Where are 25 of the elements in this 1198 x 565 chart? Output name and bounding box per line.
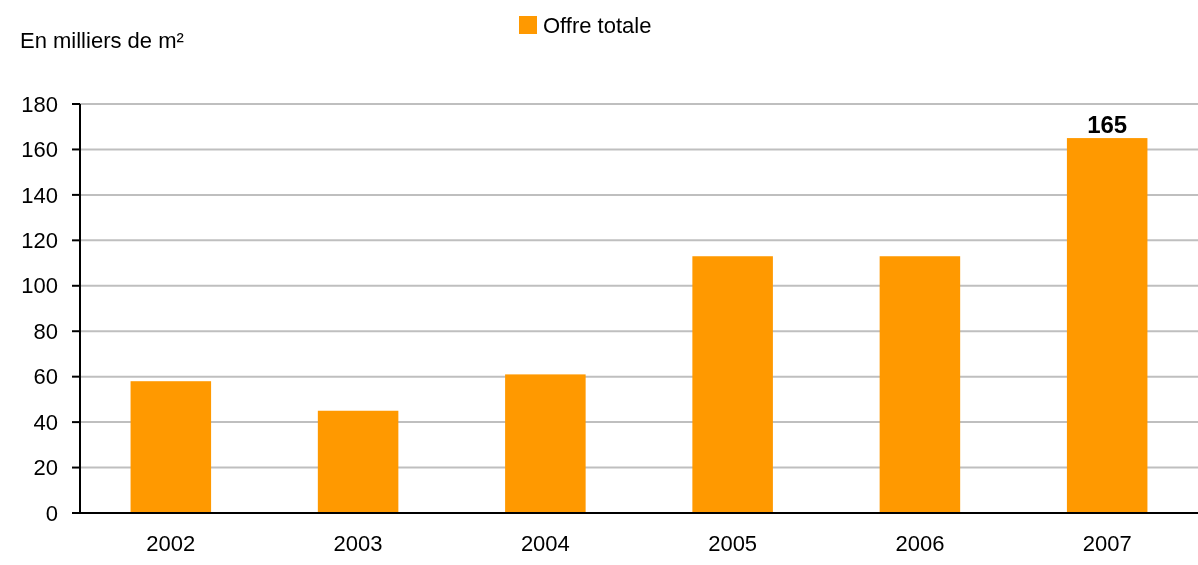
y-tick-label: 0: [45, 500, 58, 526]
x-tick-label: 2005: [708, 531, 758, 556]
x-tick-label: 2004: [520, 531, 570, 556]
y-tick-label: 100: [21, 273, 58, 299]
x-tick-label: 2003: [333, 531, 383, 556]
x-tick-label: 2002: [146, 531, 196, 556]
legend-label: Offre totale: [543, 12, 652, 38]
y-tick-label: 120: [21, 228, 58, 254]
y-tick-label: 80: [33, 318, 58, 344]
y-tick-label: 40: [33, 409, 58, 435]
x-tick-label: 2006: [895, 531, 945, 556]
bar: [692, 256, 773, 513]
y-tick-label: 140: [21, 182, 58, 208]
y-tick-label: 20: [33, 455, 58, 481]
bar: [505, 374, 586, 513]
y-tick-label: 160: [21, 137, 58, 163]
bar: [130, 381, 212, 513]
data-label: 165: [1087, 111, 1128, 139]
y-tick-label: 60: [33, 364, 58, 390]
bar: [879, 256, 961, 513]
y-tick-label: 180: [21, 91, 58, 117]
bar: [1066, 138, 1148, 513]
x-tick-label: 2007: [1082, 531, 1132, 556]
bar: [317, 410, 399, 513]
y-axis-title: En milliers de m²: [20, 28, 184, 53]
